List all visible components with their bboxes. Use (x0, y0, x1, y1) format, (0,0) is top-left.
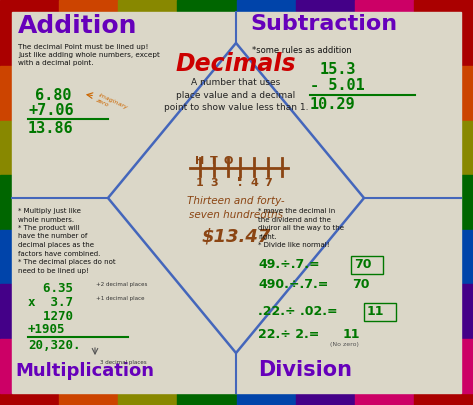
FancyBboxPatch shape (364, 303, 396, 321)
Text: 490.÷.7.=: 490.÷.7.= (258, 278, 328, 291)
Bar (236, 0, 296, 12)
Bar (461, 175, 473, 230)
Bar (118, 393, 177, 405)
Text: *some rules as addition: *some rules as addition (252, 46, 352, 55)
Text: 15.3: 15.3 (320, 62, 357, 77)
Text: A number that uses
place value and a decimal
point to show value less than 1.: A number that uses place value and a dec… (164, 78, 308, 112)
Text: Addition: Addition (18, 14, 138, 38)
Text: 20,320.: 20,320. (28, 339, 80, 352)
Text: 11: 11 (343, 328, 360, 341)
Text: x  3.7: x 3.7 (28, 296, 73, 309)
Text: 1: 1 (196, 178, 204, 188)
Text: Division: Division (258, 360, 352, 380)
Bar (355, 393, 414, 405)
Text: +7.06: +7.06 (28, 103, 74, 118)
Text: H: H (195, 156, 205, 166)
Text: +1905: +1905 (28, 323, 65, 336)
Bar (59, 0, 118, 12)
Bar (461, 230, 473, 284)
Text: T: T (210, 156, 218, 166)
Text: 22.÷ 2.=: 22.÷ 2.= (258, 328, 319, 341)
Text: 7: 7 (264, 178, 272, 188)
Text: 10.29: 10.29 (310, 97, 356, 112)
Bar (461, 121, 473, 175)
Text: The decimal Point must be lined up!
Just like adding whole numbers, except
with : The decimal Point must be lined up! Just… (18, 44, 160, 66)
Bar (0, 12, 12, 66)
Text: 6.80: 6.80 (35, 88, 71, 103)
Text: 49.÷.7.=: 49.÷.7.= (258, 258, 320, 271)
Text: Thirteen and forty-
seven hundredths: Thirteen and forty- seven hundredths (187, 196, 285, 220)
Text: * Multiply just like
whole numbers.
* The product will
have the number of
decima: * Multiply just like whole numbers. * Th… (18, 208, 115, 273)
Bar (0, 0, 59, 12)
Text: 3: 3 (210, 178, 218, 188)
Bar (0, 66, 12, 121)
Bar (355, 0, 414, 12)
Bar (0, 339, 12, 393)
Text: * move the decimal in
the dividend and the
diviror all the way to the
right.
* D: * move the decimal in the dividend and t… (258, 208, 344, 248)
Text: $13.47: $13.47 (201, 228, 271, 246)
Text: 11: 11 (367, 305, 385, 318)
Text: 70: 70 (354, 258, 371, 271)
FancyBboxPatch shape (351, 256, 383, 274)
Text: 70: 70 (352, 278, 369, 291)
Bar (0, 175, 12, 230)
Text: .22.÷ .02.=: .22.÷ .02.= (258, 305, 338, 318)
Bar (414, 393, 473, 405)
Text: 6.35: 6.35 (28, 282, 73, 295)
Text: 13.86: 13.86 (28, 121, 74, 136)
Text: .: . (236, 166, 244, 185)
Bar (0, 393, 59, 405)
Bar (414, 0, 473, 12)
Text: 3 decimal places: 3 decimal places (100, 360, 147, 365)
Text: imaginary
zero: imaginary zero (95, 92, 128, 115)
Text: .: . (238, 178, 242, 188)
Bar (177, 393, 236, 405)
Bar (59, 393, 118, 405)
Bar (461, 12, 473, 66)
Text: - 5.01: - 5.01 (310, 78, 365, 93)
Bar (177, 0, 236, 12)
Bar (0, 284, 12, 339)
Text: (No zero): (No zero) (330, 342, 359, 347)
Bar (236, 393, 296, 405)
Bar (0, 121, 12, 175)
Bar (461, 339, 473, 393)
Text: +1 decimal place: +1 decimal place (96, 296, 144, 301)
Bar (0, 230, 12, 284)
Bar (296, 0, 355, 12)
Text: +2 decimal places: +2 decimal places (96, 282, 148, 287)
Text: 4: 4 (250, 178, 258, 188)
Text: Multiplication: Multiplication (15, 362, 154, 380)
Text: Decimals: Decimals (175, 52, 296, 76)
Bar (461, 284, 473, 339)
Text: O: O (223, 156, 233, 166)
Text: Subtraction: Subtraction (250, 14, 397, 34)
Bar (118, 0, 177, 12)
Bar (461, 66, 473, 121)
Text: 1270: 1270 (28, 310, 73, 323)
Bar (296, 393, 355, 405)
